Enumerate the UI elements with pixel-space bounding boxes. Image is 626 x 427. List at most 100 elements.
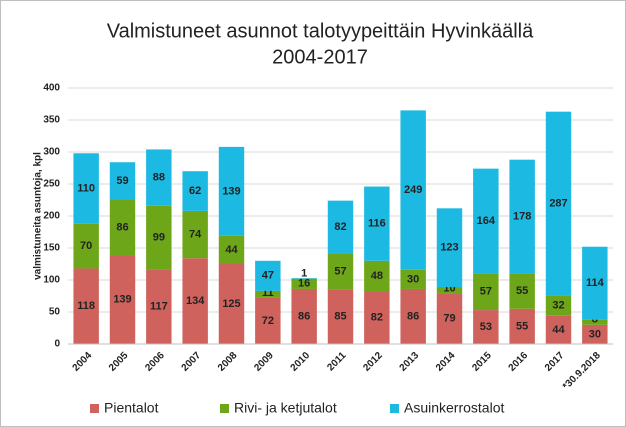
data-label: 57 (480, 286, 492, 298)
bar-segment (109, 200, 136, 256)
bar-segment (327, 200, 354, 254)
bar-segment (73, 268, 99, 344)
bar-segment (400, 288, 426, 344)
bar-segment (109, 255, 136, 344)
data-label: 123 (440, 242, 458, 254)
y-tick-label: 0 (54, 339, 60, 350)
bar-segment (436, 287, 463, 294)
y-tick-label: 100 (43, 275, 60, 286)
bar-segment (400, 110, 426, 270)
bar-segment (400, 269, 426, 289)
bar-segment (327, 253, 354, 290)
data-label: 178 (513, 211, 531, 223)
bar-segment (182, 258, 208, 344)
y-tick-label: 350 (43, 115, 60, 126)
data-label: 53 (480, 321, 492, 333)
data-label: 139 (222, 185, 240, 197)
data-label: 249 (404, 184, 422, 196)
data-label: 30 (589, 328, 601, 340)
bar-segment (473, 310, 499, 344)
data-label: 117 (150, 300, 168, 312)
data-label: 125 (222, 298, 240, 310)
data-label: 139 (113, 293, 131, 305)
data-label: 44 (225, 244, 238, 256)
data-label: 88 (153, 172, 165, 184)
bar-segment (218, 264, 245, 344)
chart-title: Valmistuneet asunnot talotyypeittäin Hyv… (107, 20, 534, 42)
bar-segment (364, 291, 390, 344)
bar-segment (291, 288, 317, 344)
bar-segment (364, 260, 390, 292)
y-tick-label: 150 (43, 243, 60, 254)
bar-segment (582, 246, 608, 320)
data-label: 8 (592, 314, 598, 326)
data-label: 85 (334, 311, 346, 323)
bar-segment (545, 111, 572, 296)
bar-segment (582, 324, 608, 344)
data-label: 82 (371, 312, 383, 324)
bar-segment (73, 153, 99, 224)
bar-segment (146, 205, 172, 270)
data-label: 59 (116, 175, 128, 187)
data-label: 30 (407, 273, 419, 285)
y-tick-label: 300 (43, 147, 60, 158)
bar-segment (364, 186, 390, 261)
data-label: 55 (516, 320, 528, 332)
bar-segment (255, 297, 281, 344)
bar-segment (109, 162, 136, 200)
data-label: 86 (298, 310, 310, 322)
data-label: 86 (407, 310, 419, 322)
data-label: 72 (262, 315, 274, 327)
bar-segment (255, 290, 281, 298)
legend-swatch (390, 404, 399, 413)
bar-segment (182, 171, 208, 211)
bar-segment (473, 273, 499, 311)
data-label: 287 (549, 197, 567, 209)
data-label: 114 (586, 277, 605, 289)
bar-segment (73, 223, 99, 269)
bar-segment (182, 210, 208, 259)
data-label: 70 (80, 240, 92, 252)
data-label: 16 (298, 278, 310, 290)
data-label: 134 (186, 295, 205, 307)
bar-segment (509, 273, 535, 309)
data-label: 99 (153, 231, 165, 243)
bar-segment (509, 159, 535, 274)
y-axis-label: valmistuneita asuntoja, kpl (33, 152, 44, 280)
y-tick-label: 200 (43, 211, 60, 222)
data-label: 79 (443, 313, 455, 325)
data-label: 57 (334, 265, 346, 277)
legend-swatch (220, 404, 229, 413)
legend-swatch (90, 404, 99, 413)
legend-label: Rivi- ja ketjutalot (234, 400, 337, 416)
chart-title: 2004-2017 (272, 46, 368, 68)
y-tick-label: 250 (43, 179, 60, 190)
bar-segment (327, 289, 354, 344)
data-label: 118 (77, 300, 95, 312)
bar-segment (545, 295, 572, 316)
data-label: 62 (189, 185, 201, 197)
bar-segment (146, 269, 172, 344)
bar-segment (291, 278, 317, 289)
bar-segment (436, 293, 463, 344)
data-label: 44 (552, 324, 565, 336)
bar-segment (291, 278, 317, 279)
legend-label: Pientalot (104, 400, 159, 416)
bar-segment (255, 260, 281, 291)
bar-segment (218, 146, 245, 236)
data-label: 11 (262, 287, 274, 299)
data-label: 32 (552, 300, 564, 312)
bar-segment (545, 315, 572, 344)
data-label: 48 (371, 270, 383, 282)
y-tick-label: 400 (43, 83, 60, 94)
y-tick-label: 50 (49, 307, 61, 318)
bar-segment (146, 149, 172, 206)
legend-label: Asuinkerrostalot (404, 400, 504, 416)
data-label: 82 (334, 221, 346, 233)
data-label: 164 (477, 215, 496, 227)
bar-segment (218, 235, 245, 264)
bar-segment (473, 168, 499, 274)
bar-segment (436, 208, 463, 288)
data-label: 55 (516, 285, 528, 297)
